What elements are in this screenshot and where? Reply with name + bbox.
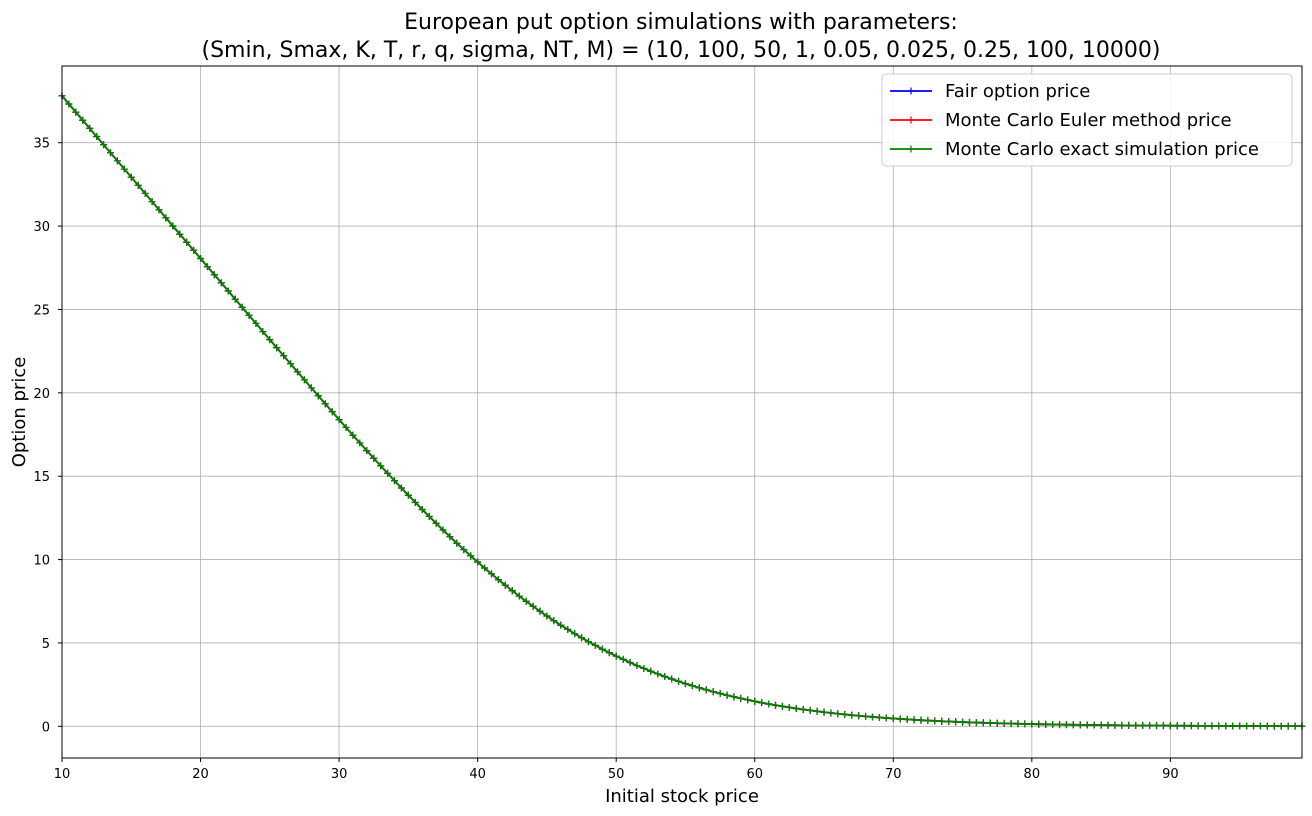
series-line — [61, 95, 1303, 728]
series-line — [61, 95, 1303, 728]
series-markers — [58, 92, 1306, 730]
legend-marker — [907, 116, 915, 124]
x-tick-label: 10 — [54, 767, 71, 782]
y-tick-label: 0 — [42, 720, 50, 735]
x-tick-label: 70 — [885, 767, 902, 782]
x-tick-label: 90 — [1162, 767, 1179, 782]
y-tick-label: 35 — [33, 137, 50, 152]
x-tick-label: 20 — [192, 767, 209, 782]
series-fair-option-price — [58, 92, 1306, 730]
series-markers — [58, 92, 1306, 730]
series-monte-carlo-euler-method-price — [58, 92, 1306, 730]
series-line — [61, 95, 1303, 728]
x-tick-label: 40 — [469, 767, 486, 782]
legend: Fair option price Monte Carlo Euler metho… — [881, 73, 1293, 167]
plot-area — [58, 92, 1306, 730]
legend-box — [881, 73, 1293, 167]
y-tick-label: 5 — [42, 637, 50, 652]
x-tick-label: 80 — [1024, 767, 1041, 782]
y-tick-label: 10 — [33, 554, 50, 569]
series-monte-carlo-exact-simulation-price — [58, 92, 1306, 730]
chart-title: European put option simulations with par… — [404, 10, 958, 35]
x-tick-label: 30 — [331, 767, 348, 782]
y-tick-label: 15 — [33, 470, 50, 485]
legend-marker — [907, 87, 915, 95]
legend-label: Fair option price — [945, 81, 1090, 102]
y-axis-label: Option price — [9, 357, 30, 468]
legend-item: Fair option price — [890, 81, 1090, 102]
legend-marker — [907, 145, 915, 153]
y-tick-label: 25 — [33, 303, 50, 318]
legend-item: Monte Carlo exact simulation price — [890, 139, 1259, 160]
y-tick-label: 20 — [33, 387, 50, 402]
y-tick-label: 30 — [33, 220, 50, 235]
y-axis: 0 5 10 15 20 25 30 35 — [33, 137, 62, 735]
x-axis-label: Initial stock price — [605, 786, 759, 807]
legend-label: Monte Carlo exact simulation price — [945, 139, 1259, 160]
series-markers — [58, 92, 1306, 730]
x-tick-label: 50 — [608, 767, 625, 782]
x-tick-label: 60 — [746, 767, 763, 782]
chart-subtitle: (Smin, Smax, K, T, r, q, sigma, NT, M) =… — [202, 38, 1161, 63]
legend-item: Monte Carlo Euler method price — [890, 110, 1232, 131]
x-axis: 10 20 30 40 50 60 70 80 90 — [54, 758, 1179, 782]
axes-frame — [61, 65, 1303, 759]
legend-label: Monte Carlo Euler method price — [945, 110, 1232, 131]
grid-lines — [61, 66, 1302, 758]
